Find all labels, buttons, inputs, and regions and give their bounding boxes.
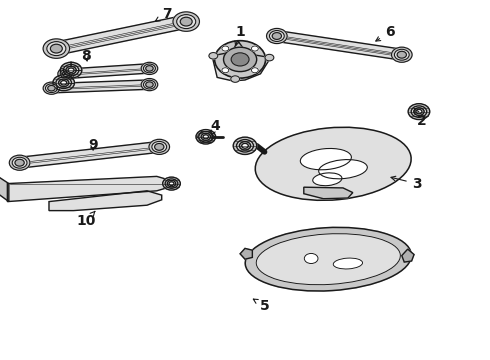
Circle shape xyxy=(169,182,174,185)
Ellipse shape xyxy=(300,148,351,170)
Circle shape xyxy=(60,69,72,78)
Circle shape xyxy=(416,109,422,114)
Circle shape xyxy=(222,68,229,73)
Ellipse shape xyxy=(256,234,400,285)
Circle shape xyxy=(58,68,74,80)
Polygon shape xyxy=(402,249,414,262)
Circle shape xyxy=(146,82,153,87)
Circle shape xyxy=(251,68,258,73)
Ellipse shape xyxy=(333,258,363,269)
Circle shape xyxy=(62,71,70,77)
Circle shape xyxy=(267,28,287,44)
Circle shape xyxy=(414,108,424,116)
Circle shape xyxy=(222,46,229,51)
Polygon shape xyxy=(0,175,9,202)
Polygon shape xyxy=(7,176,171,202)
Circle shape xyxy=(141,78,158,91)
Text: 10: 10 xyxy=(76,211,96,228)
Circle shape xyxy=(180,17,192,26)
Circle shape xyxy=(163,177,180,190)
Circle shape xyxy=(56,77,72,89)
Circle shape xyxy=(223,47,257,72)
Circle shape xyxy=(47,42,66,55)
Circle shape xyxy=(46,84,57,93)
Circle shape xyxy=(149,139,170,154)
Text: 3: 3 xyxy=(391,176,421,190)
Circle shape xyxy=(173,12,199,31)
Circle shape xyxy=(199,132,213,142)
Circle shape xyxy=(411,106,427,117)
Circle shape xyxy=(233,137,257,154)
Circle shape xyxy=(141,62,158,75)
Text: 1: 1 xyxy=(235,26,245,46)
Polygon shape xyxy=(54,15,189,55)
Circle shape xyxy=(43,82,60,94)
Text: 8: 8 xyxy=(81,49,91,63)
Circle shape xyxy=(203,135,209,139)
Circle shape xyxy=(239,141,251,150)
Circle shape xyxy=(397,51,406,58)
Circle shape xyxy=(66,66,76,74)
Text: 4: 4 xyxy=(211,119,220,136)
Circle shape xyxy=(146,66,153,71)
Circle shape xyxy=(68,68,74,72)
Circle shape xyxy=(43,39,70,58)
Circle shape xyxy=(272,33,281,39)
Ellipse shape xyxy=(245,228,412,291)
Circle shape xyxy=(48,85,55,91)
Polygon shape xyxy=(66,64,150,78)
Text: 7: 7 xyxy=(155,8,172,21)
Circle shape xyxy=(215,41,266,78)
Circle shape xyxy=(231,53,249,66)
Ellipse shape xyxy=(255,127,411,200)
Circle shape xyxy=(392,47,412,62)
Circle shape xyxy=(394,49,409,60)
Circle shape xyxy=(196,130,216,144)
Circle shape xyxy=(63,64,79,76)
Text: 2: 2 xyxy=(414,108,426,127)
Ellipse shape xyxy=(318,159,368,179)
Polygon shape xyxy=(275,31,403,60)
Circle shape xyxy=(58,79,69,87)
Circle shape xyxy=(15,159,24,166)
Circle shape xyxy=(61,81,67,85)
Circle shape xyxy=(265,54,274,61)
Circle shape xyxy=(144,80,155,89)
Polygon shape xyxy=(49,191,162,211)
Circle shape xyxy=(231,76,240,82)
Circle shape xyxy=(209,53,218,59)
Polygon shape xyxy=(240,248,252,259)
Circle shape xyxy=(177,15,196,28)
Circle shape xyxy=(53,75,74,91)
Text: 6: 6 xyxy=(376,26,394,41)
Circle shape xyxy=(270,31,284,41)
Circle shape xyxy=(242,143,248,148)
Circle shape xyxy=(50,44,62,53)
Text: 5: 5 xyxy=(253,299,270,313)
Circle shape xyxy=(251,46,258,51)
Text: 9: 9 xyxy=(88,138,98,152)
Circle shape xyxy=(144,64,155,73)
Circle shape xyxy=(9,155,30,170)
Ellipse shape xyxy=(313,173,342,186)
Circle shape xyxy=(167,180,176,187)
Circle shape xyxy=(12,157,27,168)
Circle shape xyxy=(304,253,318,264)
Circle shape xyxy=(237,140,253,152)
Circle shape xyxy=(152,141,167,152)
Circle shape xyxy=(201,133,211,140)
Polygon shape xyxy=(51,80,150,93)
Polygon shape xyxy=(304,187,353,199)
Circle shape xyxy=(165,179,178,188)
Circle shape xyxy=(155,144,164,150)
Polygon shape xyxy=(19,141,160,168)
Circle shape xyxy=(60,62,82,78)
Circle shape xyxy=(408,104,430,120)
Polygon shape xyxy=(212,41,270,81)
